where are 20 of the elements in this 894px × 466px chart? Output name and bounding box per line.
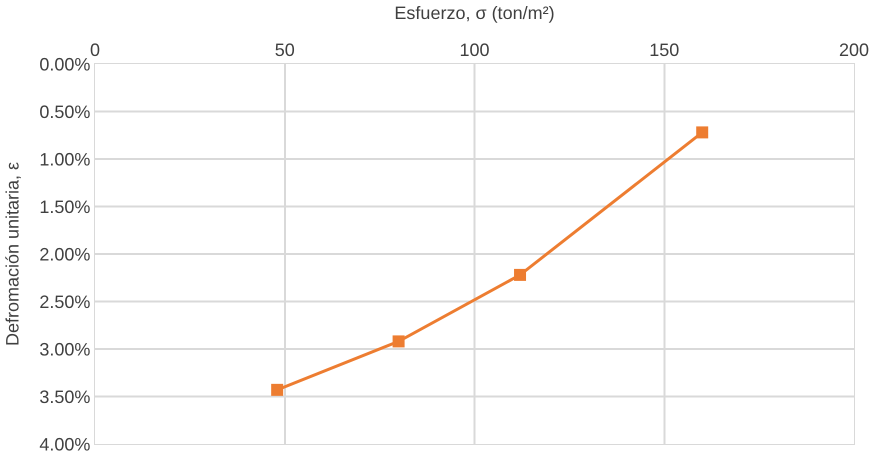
y-tick-label: 0.50%	[39, 102, 90, 122]
point	[696, 126, 708, 138]
x-tick-label: 150	[649, 40, 680, 60]
x-tick-label: 100	[459, 40, 490, 60]
y-tick-label: 2.50%	[39, 292, 90, 312]
y-tick-label: 0.00%	[39, 54, 90, 74]
y-axis-title: Defromación unitaria, ε	[2, 162, 23, 346]
x-axis-title: Esfuerzo, σ (ton/m²)	[394, 3, 555, 23]
y-tick-label: 1.50%	[39, 196, 90, 217]
y-tick-label: 2.00%	[39, 244, 90, 264]
x-tick-label: 200	[838, 40, 870, 60]
y-tick-label: 1.00%	[39, 149, 90, 170]
y-tick-label: 3.50%	[39, 386, 90, 407]
y-tick-label: 4.00%	[39, 434, 90, 454]
point	[392, 335, 405, 348]
point	[514, 268, 526, 281]
x-tick-label: 0	[90, 40, 100, 60]
point	[271, 384, 284, 396]
y-tick-label: 3.00%	[39, 339, 90, 360]
x-tick-label: 50	[274, 40, 295, 60]
